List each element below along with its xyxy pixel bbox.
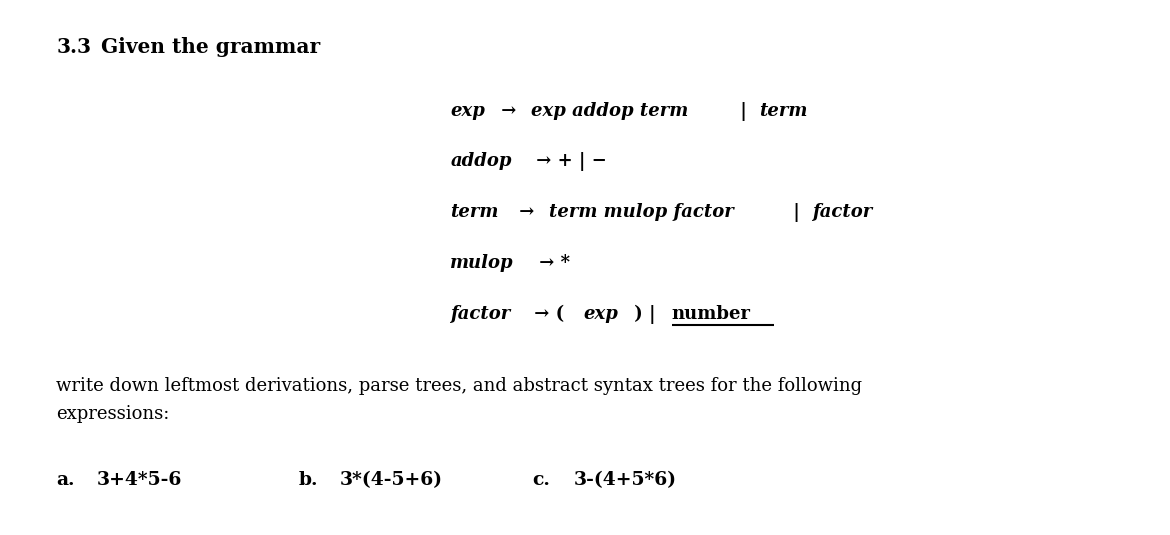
Text: |: | xyxy=(734,102,753,121)
Text: c.: c. xyxy=(532,471,550,489)
Text: →: → xyxy=(495,102,523,120)
Text: Given the grammar: Given the grammar xyxy=(101,37,319,57)
Text: factor: factor xyxy=(812,203,872,221)
Text: mulop: mulop xyxy=(450,254,514,272)
Text: addop: addop xyxy=(450,152,512,171)
Text: |: | xyxy=(787,203,806,223)
Text: number: number xyxy=(672,305,751,323)
Text: → *: → * xyxy=(532,254,570,272)
Text: exp: exp xyxy=(450,102,486,120)
Text: →: → xyxy=(512,203,541,221)
Text: 3+4*5-6: 3+4*5-6 xyxy=(97,471,183,489)
Text: term mulop factor: term mulop factor xyxy=(549,203,734,221)
Text: write down leftmost derivations, parse trees, and abstract syntax trees for the : write down leftmost derivations, parse t… xyxy=(56,377,862,423)
Text: → + | −: → + | − xyxy=(530,152,607,172)
Text: exp: exp xyxy=(583,305,618,323)
Text: factor: factor xyxy=(450,305,510,323)
Text: exp addop term: exp addop term xyxy=(531,102,688,120)
Text: term: term xyxy=(450,203,498,221)
Text: ) |: ) | xyxy=(628,305,662,324)
Text: 3-(4+5*6): 3-(4+5*6) xyxy=(573,471,676,489)
Text: 3.3: 3.3 xyxy=(56,37,91,57)
Text: 3*(4-5+6): 3*(4-5+6) xyxy=(339,471,442,489)
Text: → (: → ( xyxy=(528,305,571,323)
Text: a.: a. xyxy=(56,471,75,489)
Text: b.: b. xyxy=(298,471,318,489)
Text: term: term xyxy=(758,102,807,120)
